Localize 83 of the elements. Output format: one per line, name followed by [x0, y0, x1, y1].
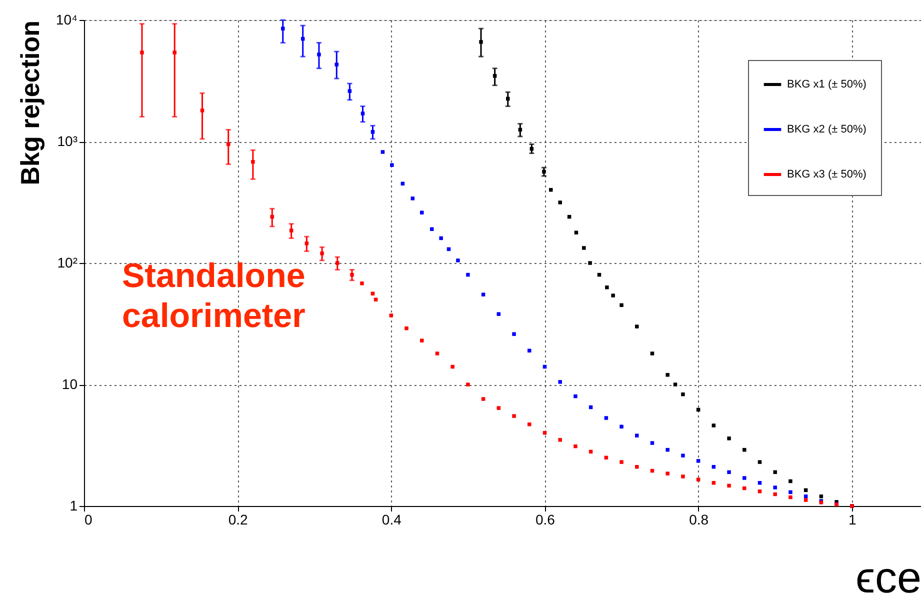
point	[466, 272, 470, 277]
point	[681, 392, 685, 396]
point	[742, 486, 746, 490]
point	[420, 210, 424, 214]
point	[650, 352, 654, 356]
point	[696, 478, 700, 482]
point	[696, 459, 700, 463]
point	[574, 444, 578, 448]
x-tick-label: 0.8	[689, 512, 709, 528]
x-tick-label: 0.4	[382, 512, 402, 528]
y-axis-title: Bkg rejection	[14, 20, 45, 186]
point	[558, 380, 562, 384]
point	[727, 484, 731, 488]
point	[635, 434, 639, 438]
point	[742, 448, 746, 452]
point	[558, 200, 562, 204]
point	[611, 294, 615, 298]
x-tick-label: 0	[84, 512, 92, 528]
point	[819, 494, 824, 498]
point	[804, 498, 808, 502]
y-tick-label: 10³	[57, 133, 78, 149]
legend-label: BKG x1 (± 50%)	[787, 78, 866, 90]
x-tick-label: 0.6	[536, 512, 556, 528]
annotation: Standalone calorimeter	[122, 257, 306, 335]
point	[420, 338, 424, 342]
point	[435, 352, 440, 356]
point	[370, 292, 375, 296]
point	[673, 382, 678, 386]
point	[727, 436, 731, 440]
point	[574, 394, 578, 398]
point	[742, 476, 746, 480]
point	[758, 460, 762, 464]
point	[681, 474, 685, 478]
point	[604, 416, 608, 420]
point	[389, 314, 394, 318]
legend-label: BKG x2 (± 50%)	[787, 124, 866, 136]
point	[773, 470, 777, 474]
legend-label: BKG x3 (± 50%)	[787, 168, 866, 180]
point	[788, 490, 792, 494]
point	[650, 441, 654, 445]
point	[450, 364, 454, 369]
point	[681, 454, 685, 458]
point	[666, 373, 670, 377]
point	[788, 495, 792, 500]
point	[666, 472, 670, 476]
point	[380, 150, 385, 154]
point	[727, 470, 731, 474]
point	[558, 438, 562, 442]
x-tick-label: 1	[848, 512, 856, 528]
point	[496, 312, 501, 316]
point	[456, 258, 460, 262]
x-axis-title: ϵce	[856, 554, 922, 602]
point	[588, 261, 592, 265]
point	[410, 196, 415, 200]
point	[773, 486, 777, 490]
point	[404, 326, 408, 330]
point	[374, 298, 378, 302]
y-tick-label: 1	[70, 498, 78, 514]
point	[666, 448, 670, 452]
point	[360, 281, 364, 286]
point	[439, 236, 443, 240]
point	[466, 382, 470, 386]
y-tick-label: 10²	[57, 254, 78, 270]
point	[605, 286, 609, 290]
point	[512, 414, 516, 418]
y-tick-label: 10	[62, 376, 78, 392]
x-tick-label: 0.2	[228, 512, 248, 528]
point	[620, 424, 624, 429]
point	[512, 332, 516, 336]
point	[496, 406, 501, 410]
y-tick-label: 10⁴	[56, 12, 78, 28]
point	[712, 424, 716, 428]
point	[620, 460, 624, 464]
point	[574, 230, 578, 234]
point	[788, 479, 792, 484]
point	[620, 303, 624, 308]
point	[481, 397, 486, 401]
point	[635, 324, 639, 328]
point	[773, 492, 777, 496]
point	[582, 246, 586, 250]
point	[635, 464, 639, 469]
point	[481, 292, 486, 296]
point	[390, 163, 394, 167]
